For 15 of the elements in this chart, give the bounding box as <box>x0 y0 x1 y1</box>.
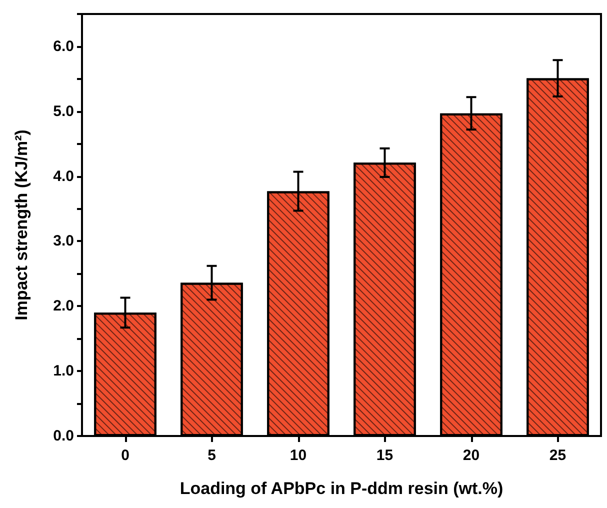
x-axis-title: Loading of APbPc in P-ddm resin (wt.%) <box>180 479 504 498</box>
y-tick-label: 0.0 <box>53 428 74 444</box>
y-tick-label: 4.0 <box>53 168 74 185</box>
y-tick-label: 3.0 <box>53 232 74 250</box>
x-tick-label: 0 <box>121 447 130 464</box>
x-tick-label: 25 <box>549 447 566 464</box>
y-tick-label: 1.0 <box>53 362 74 380</box>
x-tick-label: 5 <box>208 447 216 464</box>
x-tick-label: 15 <box>376 447 394 464</box>
x-tick-label: 20 <box>462 447 480 464</box>
y-tick-label: 6.0 <box>53 38 74 55</box>
x-tick-label: 10 <box>290 447 307 464</box>
y-tick-label: 5.0 <box>53 102 74 120</box>
y-tick-label: 2.0 <box>53 298 74 315</box>
y-axis-title: Impact strength (KJ/m²) <box>12 130 31 320</box>
